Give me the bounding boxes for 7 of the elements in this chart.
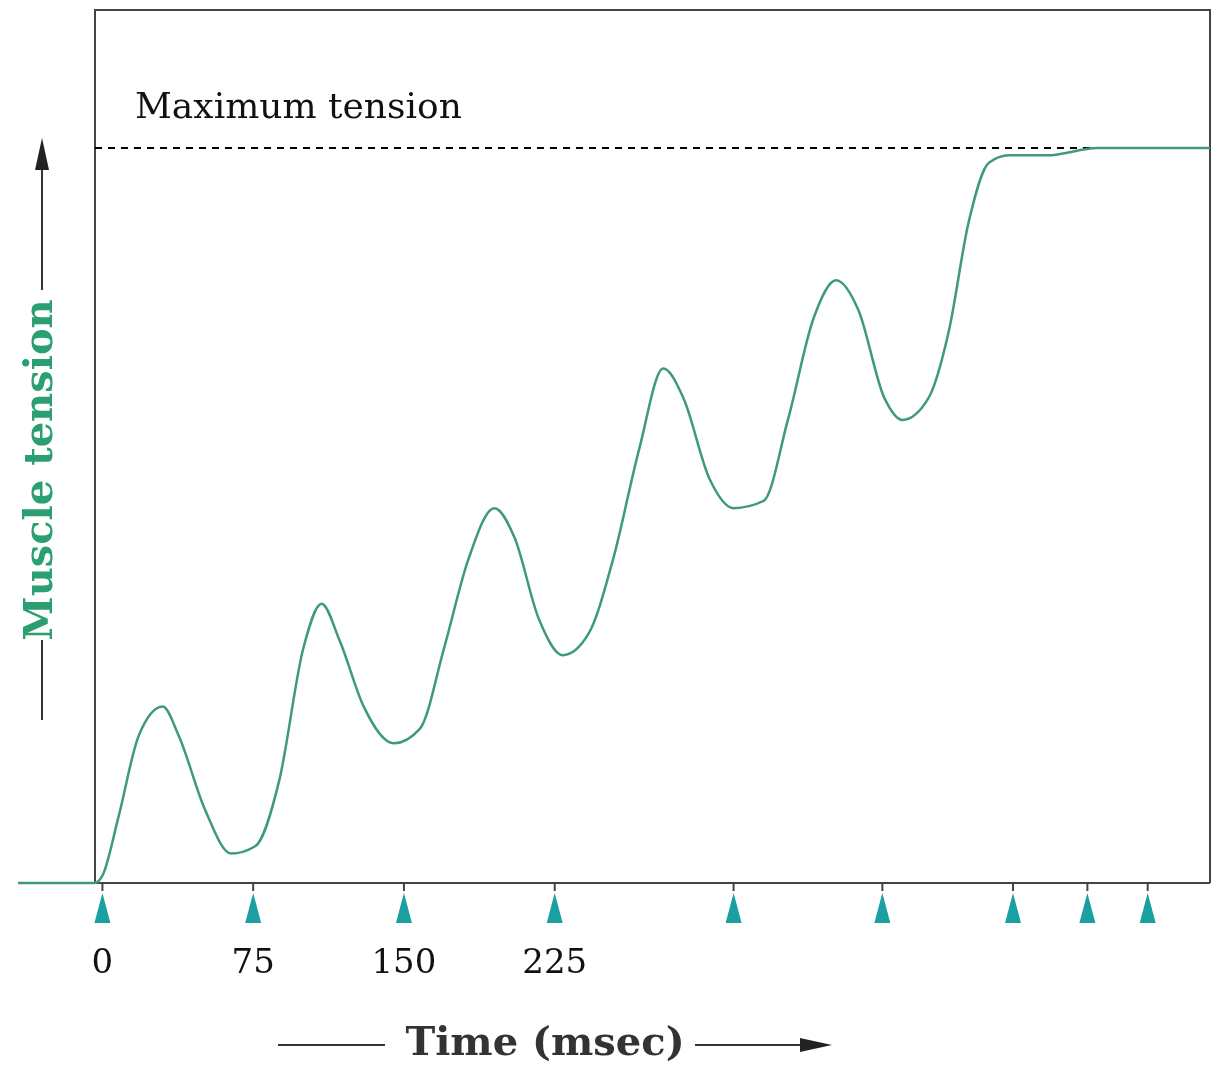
y-axis-title: Muscle tension (14, 299, 61, 641)
x-tick-label: 0 (91, 941, 114, 981)
x-tick-label: 150 (371, 941, 437, 981)
x-tick-label: 75 (231, 941, 275, 981)
x-tick-label: 225 (522, 941, 588, 981)
x-axis-title: Time (msec) (405, 1017, 685, 1064)
ref-line-label: Maximum tension (135, 85, 462, 126)
